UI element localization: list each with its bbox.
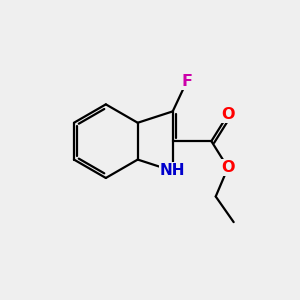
- Text: NH: NH: [160, 164, 185, 178]
- Text: O: O: [221, 160, 235, 175]
- Text: F: F: [181, 74, 192, 89]
- Text: O: O: [221, 107, 235, 122]
